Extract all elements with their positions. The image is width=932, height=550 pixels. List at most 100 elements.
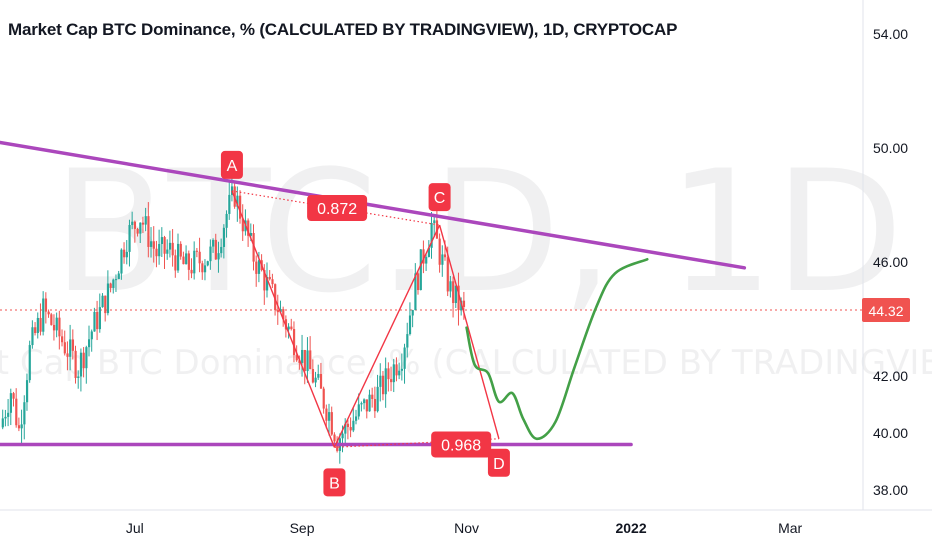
candle-body [15, 398, 18, 426]
pattern-leg[interactable] [333, 224, 441, 448]
point-label-a-box [220, 150, 243, 179]
candle-body [106, 283, 110, 314]
candle-body [354, 416, 358, 421]
candle-body [349, 427, 352, 431]
candle-body [419, 249, 422, 291]
chart-title: Market Cap BTC Dominance, % (CALCULATED … [8, 20, 678, 39]
candle-body [174, 255, 177, 271]
pattern-leg[interactable] [231, 190, 336, 448]
candle-body [131, 221, 134, 226]
candle-body [433, 220, 436, 224]
candle-body [408, 315, 412, 335]
projection-path[interactable] [465, 257, 649, 441]
candle-body [25, 380, 29, 403]
candle-body [360, 403, 363, 405]
candle-body [195, 250, 199, 252]
candle-body [425, 256, 428, 264]
candle-body [203, 265, 207, 273]
candle-body [365, 399, 368, 412]
candle-body [392, 364, 395, 383]
ratio-label-text: 0.872 [317, 201, 357, 218]
candle-body [274, 284, 277, 311]
candle-body [247, 220, 250, 236]
candle-body [82, 352, 85, 369]
candle-body [403, 347, 406, 369]
candle-body [58, 317, 61, 337]
candle-body [61, 336, 64, 343]
candle-body [209, 246, 212, 262]
candle-body [454, 285, 457, 304]
candle-body [449, 281, 452, 292]
candle-body [414, 273, 417, 311]
candle-body [74, 350, 77, 378]
candle-body [381, 375, 385, 395]
candle-body [52, 324, 56, 331]
candle-body [319, 373, 323, 389]
candle-body [79, 352, 83, 377]
y-tick-label: 46.00 [873, 254, 908, 270]
candle-body [66, 353, 69, 357]
candle-body [136, 228, 139, 234]
upper-trendline[interactable] [0, 140, 747, 270]
candle-body [263, 270, 266, 291]
candle-body [128, 225, 131, 252]
candle-body [34, 327, 37, 334]
candle-body [325, 408, 328, 421]
candle-body [398, 370, 401, 376]
candle-body [287, 326, 290, 330]
ratio-label: 0.968 [431, 431, 492, 458]
candle-body [212, 239, 215, 247]
candle-body [462, 300, 466, 308]
time-axis[interactable]: Jul Sep Nov 2022 Mar [126, 520, 803, 536]
point-label-c: C [428, 183, 451, 212]
price-axis[interactable]: 54.00 50.00 46.00 42.00 40.00 38.00 [873, 26, 908, 498]
candle-body [255, 261, 258, 274]
candle-body [384, 368, 387, 395]
point-label-b-box [323, 468, 346, 497]
candle-body [120, 249, 123, 274]
candle-body [390, 379, 393, 383]
candle-body [90, 331, 93, 340]
candle-body [368, 394, 371, 412]
ratio-label: 0.872 [307, 194, 368, 221]
watermark-symbol: BTC.D, 1D [52, 134, 903, 330]
pattern-leg[interactable] [438, 224, 500, 439]
projection-curve[interactable] [465, 257, 649, 441]
candle-body [77, 376, 80, 378]
candle-body [379, 375, 382, 387]
candle-body [4, 416, 7, 419]
candle-body [147, 216, 150, 247]
candle-body [123, 249, 126, 258]
candle-body [55, 317, 58, 331]
candle-body [427, 247, 431, 257]
candle-body [158, 244, 161, 257]
watermark-name: Market Cap BTC Dominance, % (CALCULATED … [0, 343, 932, 383]
candle-body [220, 246, 223, 254]
candle-body [344, 423, 347, 434]
point-label-d-text: D [493, 456, 505, 473]
candle-body [133, 221, 137, 229]
candle-body [249, 233, 253, 236]
candle-body [1, 418, 4, 428]
trendlines[interactable] [0, 140, 747, 447]
candle-body [182, 256, 185, 265]
candle-body [346, 423, 350, 428]
candle-body [422, 249, 425, 264]
candle-body [155, 248, 158, 257]
candle-body [96, 311, 99, 330]
xabcd-pattern[interactable]: A B C D 0.872 0.968 [220, 150, 510, 497]
candle-body [441, 254, 444, 265]
ratio-label-box [307, 194, 368, 221]
candle-body [152, 241, 155, 249]
candle-body [292, 329, 296, 356]
candle-body [257, 260, 261, 274]
candle-body [443, 254, 447, 258]
candle-body [400, 368, 404, 371]
candle-body [279, 309, 282, 313]
candle-body [452, 281, 455, 304]
candle-body [214, 239, 217, 260]
candle-body [328, 412, 331, 421]
candle-body [276, 310, 279, 313]
candle-body [265, 276, 269, 291]
